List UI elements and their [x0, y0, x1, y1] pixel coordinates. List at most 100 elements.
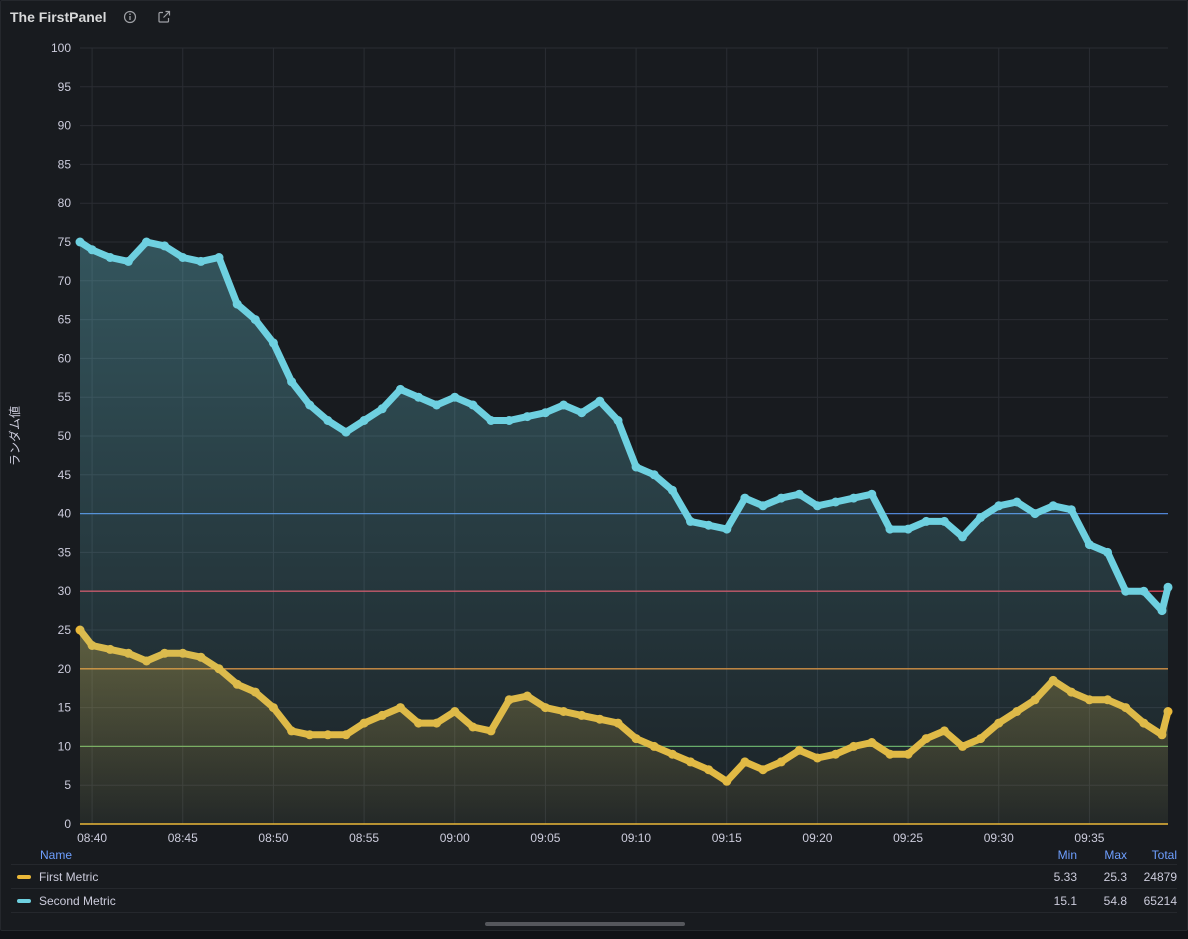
- x-tick-label: 09:30: [984, 831, 1014, 845]
- data-point: [341, 427, 351, 437]
- data-point: [885, 524, 895, 534]
- y-tick-label: 70: [58, 274, 72, 288]
- data-point: [704, 520, 714, 530]
- data-point: [994, 501, 1004, 511]
- data-point: [468, 400, 478, 410]
- data-point: [323, 416, 333, 425]
- external-link-icon[interactable]: [154, 7, 174, 27]
- legend-max-value: 54.8: [1103, 893, 1127, 908]
- x-tick-label: 09:15: [712, 831, 742, 845]
- data-point: [287, 377, 297, 387]
- data-point: [1157, 606, 1167, 616]
- data-point: [631, 462, 641, 472]
- time-series-chart[interactable]: 0 5 10 15 20 25 30 35 40 45 50 55 60 65 70 75 80 85 90 95 10…: [1, 1, 1187, 851]
- data-point: [504, 416, 514, 425]
- y-tick-label: 60: [58, 351, 72, 365]
- x-tick-label: 08:50: [258, 831, 288, 845]
- data-point: [142, 237, 151, 247]
- data-point: [921, 516, 931, 526]
- data-point: [1084, 540, 1094, 550]
- data-point: [812, 501, 822, 511]
- x-tick-label: 09:05: [530, 831, 560, 845]
- data-point: [577, 408, 587, 418]
- x-tick-label: 08:45: [168, 831, 198, 845]
- horizontal-scrollbar[interactable]: [485, 922, 685, 926]
- y-tick-label: 85: [58, 157, 72, 171]
- second-metric-swatch: [17, 898, 31, 903]
- data-point: [414, 392, 423, 402]
- y-tick-label: 45: [58, 468, 72, 482]
- legend-header-max[interactable]: Max: [1104, 848, 1127, 862]
- y-tick-label: 10: [58, 739, 72, 753]
- data-point: [740, 493, 750, 503]
- y-tick-label: 75: [58, 235, 72, 249]
- data-point: [432, 400, 442, 410]
- legend-min-value: 15.1: [1053, 893, 1077, 908]
- legend-series-name[interactable]: Second Metric: [39, 893, 116, 908]
- y-tick-label: 65: [58, 313, 72, 327]
- y-axis-label: ランダム値: [7, 406, 22, 466]
- data-point: [939, 516, 949, 526]
- data-point: [903, 524, 913, 534]
- data-point: [867, 489, 877, 499]
- legend-total-value: 65214: [1143, 893, 1177, 908]
- legend-series-name[interactable]: First Metric: [39, 869, 99, 884]
- data-point: [613, 416, 623, 425]
- data-point: [1012, 497, 1022, 507]
- legend-header: Name Min Max Total: [11, 846, 1177, 864]
- data-point: [486, 416, 496, 425]
- y-tick-label: 0: [64, 817, 71, 831]
- legend-total-value: 24879: [1143, 869, 1177, 884]
- y-tick-label: 100: [51, 41, 71, 55]
- y-tick-label: 25: [58, 623, 72, 637]
- data-point: [1066, 505, 1076, 515]
- data-point: [75, 237, 85, 247]
- legend-header-total[interactable]: Total: [1151, 848, 1177, 862]
- series-area-fill: [80, 242, 1168, 824]
- data-point: [1030, 509, 1040, 519]
- data-point: [1139, 586, 1149, 596]
- data-point: [831, 497, 841, 507]
- data-point: [794, 489, 804, 499]
- data-point: [250, 315, 260, 325]
- y-tick-label: 55: [58, 390, 72, 404]
- data-point: [232, 299, 242, 309]
- data-point: [649, 470, 659, 480]
- data-point: [359, 416, 369, 425]
- data-point: [178, 253, 188, 262]
- legend-max-value: 25.3: [1103, 869, 1127, 884]
- first-metric-swatch: [17, 874, 31, 879]
- y-tick-label: 95: [58, 80, 72, 94]
- y-tick-label: 30: [58, 584, 72, 598]
- y-tick-label: 35: [58, 545, 72, 559]
- data-point: [214, 253, 224, 262]
- x-tick-label: 08:40: [77, 831, 107, 845]
- data-point: [976, 513, 986, 522]
- legend-table: Name Min Max Total First Metric 5.33 25.…: [11, 846, 1177, 913]
- data-point: [160, 241, 170, 251]
- y-tick-label: 40: [58, 507, 72, 521]
- data-point: [849, 493, 859, 503]
- data-point: [450, 392, 460, 402]
- data-point: [686, 516, 695, 526]
- legend-row-first-metric[interactable]: First Metric 5.33 25.3 24879: [11, 864, 1177, 888]
- legend-row-second-metric[interactable]: Second Metric 15.1 54.8 65214: [11, 888, 1177, 913]
- legend-min-value: 5.33: [1053, 869, 1077, 884]
- data-point: [123, 256, 133, 266]
- y-tick-label: 50: [58, 429, 72, 443]
- data-point: [667, 485, 677, 495]
- panel-header: The FirstPanel: [10, 6, 174, 28]
- data-point: [87, 245, 97, 255]
- data-point: [522, 412, 532, 422]
- data-point: [559, 400, 569, 410]
- y-tick-label: 20: [58, 662, 72, 676]
- data-point: [268, 338, 278, 348]
- y-tick-label: 15: [58, 701, 72, 715]
- data-point: [377, 404, 387, 414]
- legend-header-name[interactable]: Name: [40, 848, 73, 862]
- data-point: [776, 493, 786, 503]
- info-icon[interactable]: [120, 7, 140, 27]
- data-point: [305, 400, 315, 410]
- legend-header-min[interactable]: Min: [1057, 848, 1077, 862]
- panel-title[interactable]: The FirstPanel: [10, 9, 107, 25]
